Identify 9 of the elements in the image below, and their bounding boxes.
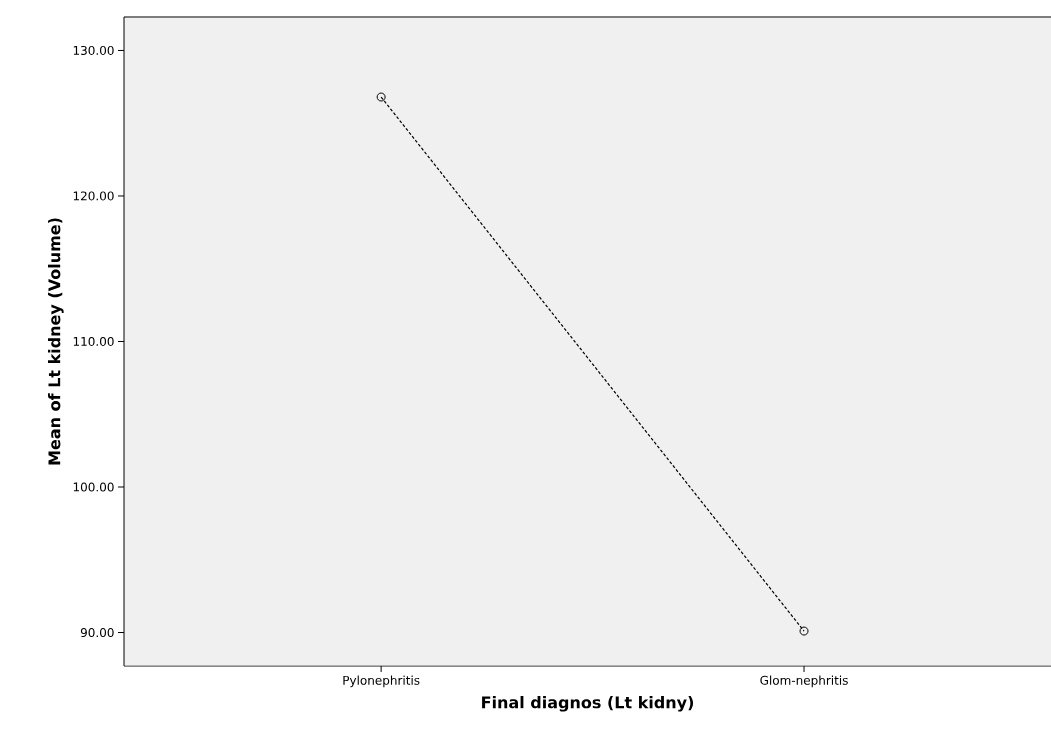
y-axis-title: Mean of Lt kidney (Volume) <box>48 218 64 465</box>
y-tick-label: 110.00 <box>73 336 114 347</box>
x-axis-title: Final diagnos (Lt kidny) <box>482 696 694 712</box>
y-tick-label: 100.00 <box>73 482 114 492</box>
y-tick-label: 130.00 <box>73 45 114 55</box>
y-tick-label: 90.00 <box>80 627 114 638</box>
x-tick-label: Pylonephritis <box>343 675 420 688</box>
x-tick-label: Glom-nephritis <box>760 675 848 688</box>
y-tick-label: 120.00 <box>73 191 114 201</box>
